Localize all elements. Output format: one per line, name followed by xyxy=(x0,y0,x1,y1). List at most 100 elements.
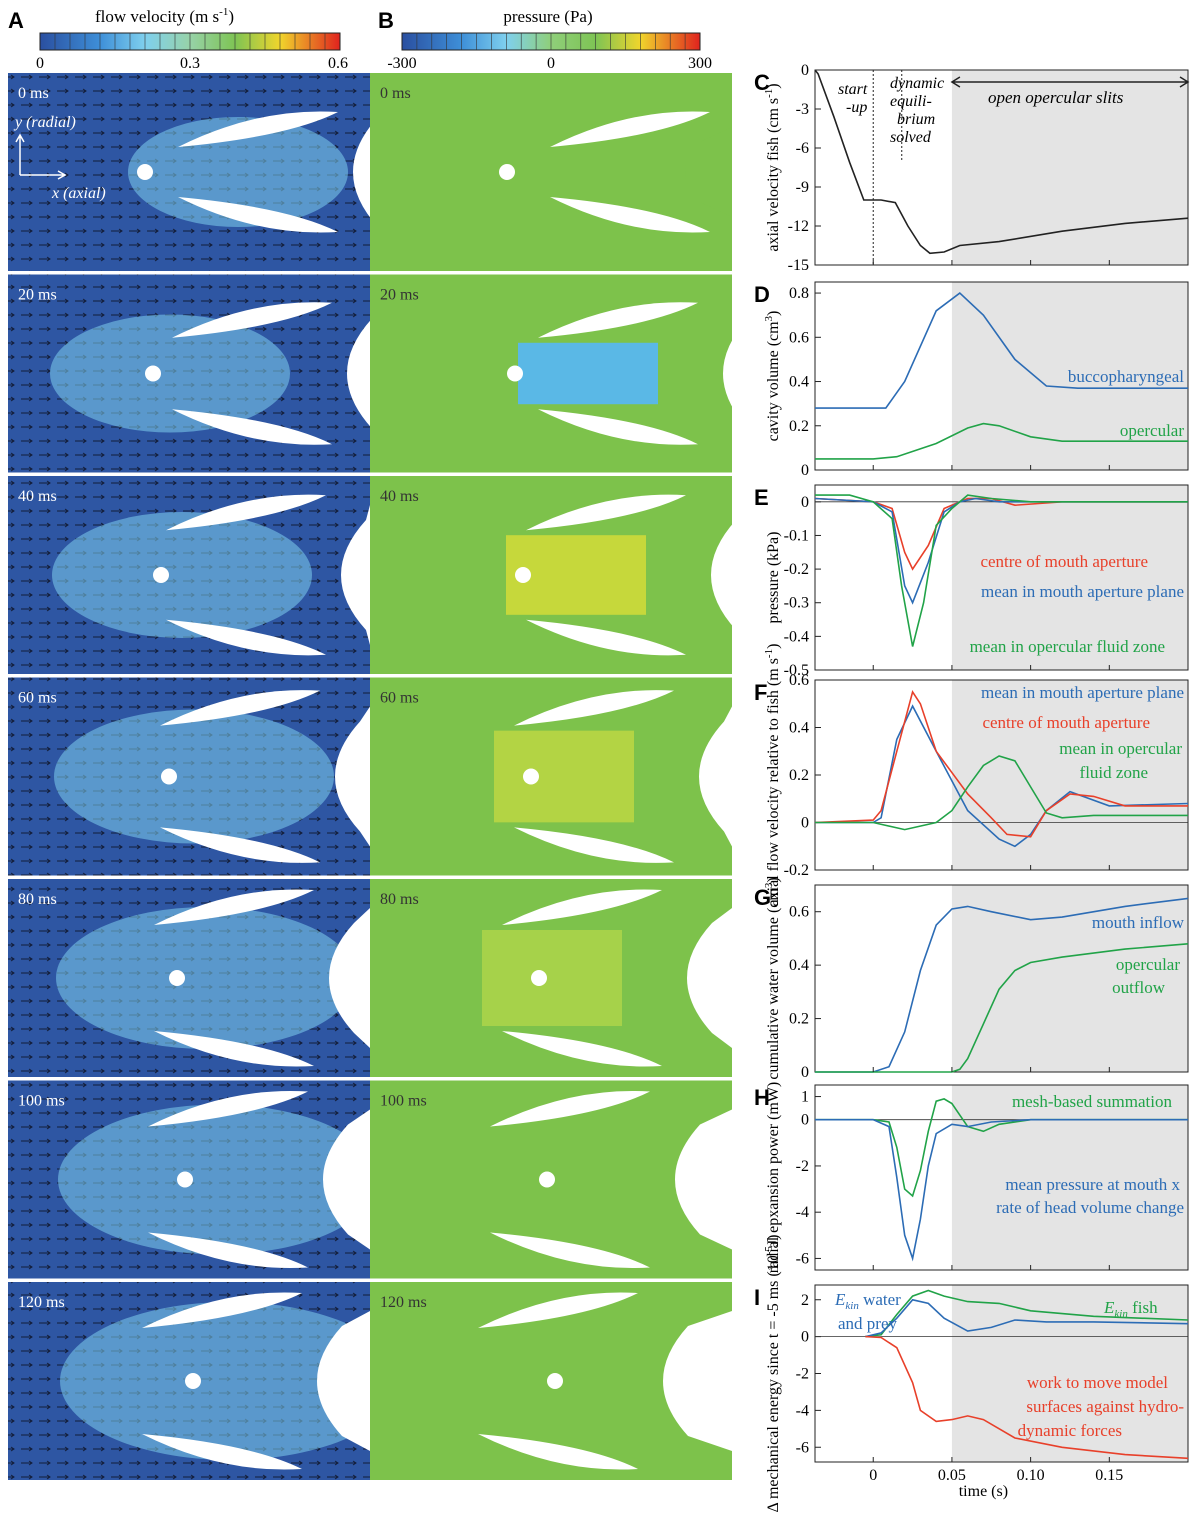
legend-entry: Ekin fish xyxy=(1103,1298,1158,1320)
legend-entry: mouth inflow xyxy=(1092,913,1185,932)
y-tick-label: 0.2 xyxy=(789,418,809,435)
fish-body xyxy=(353,102,378,242)
fish-body xyxy=(675,1109,732,1250)
frame-row: 60 ms 60 ms xyxy=(8,677,732,876)
y-tick-label: -0.2 xyxy=(784,561,809,578)
y-tick-label: 1 xyxy=(801,1089,809,1106)
upper-jaw xyxy=(142,1292,302,1328)
legend-entry: mean in mouth aperture plane xyxy=(981,582,1184,601)
y-tick-label: 0 xyxy=(801,462,809,479)
x-axis-label: x (axial) xyxy=(51,185,106,202)
fish-body xyxy=(723,303,748,444)
panel-label: I xyxy=(754,1285,760,1310)
phase-label: open opercular slits xyxy=(988,88,1124,107)
series-line xyxy=(815,494,1188,647)
phase-shading xyxy=(951,1085,1188,1270)
colorbar-b-segments xyxy=(416,33,686,50)
frame-time-label: 60 ms xyxy=(18,690,57,707)
y-tick-label: -15 xyxy=(788,257,809,274)
chart-G: G 0 0.2 0.4 0.6 cumulative water volume (cm3) xyxy=(754,877,1189,1081)
phase-shading xyxy=(951,282,1188,470)
y-tick-label: -9 xyxy=(796,179,809,196)
prey xyxy=(153,567,169,583)
legend-entry: outflow xyxy=(1112,978,1166,997)
series-line xyxy=(814,497,1188,605)
lower-jaw xyxy=(514,827,674,863)
flow-region xyxy=(50,314,290,433)
y-axis-label: y (radial) xyxy=(13,114,76,131)
plot-frame xyxy=(814,281,1189,471)
colorbar-b-tick-2: 300 xyxy=(688,55,712,72)
y-tick-label: 0.4 xyxy=(789,720,809,737)
chart-I-legend: Ekin water and prey Ekin fish work to move … xyxy=(834,1290,1184,1500)
series-line xyxy=(815,943,1189,1073)
upper-jaw xyxy=(490,1090,650,1127)
y-tick-label: 0.6 xyxy=(789,329,809,346)
y-tick-label: 0.6 xyxy=(789,904,809,921)
y-tick-label: -2 xyxy=(796,1366,809,1383)
series-line xyxy=(815,897,1189,1073)
lower-jaw xyxy=(166,619,326,656)
phase-label: brium xyxy=(897,111,935,128)
y-tick-label: 0.2 xyxy=(789,1011,809,1028)
upper-jaw xyxy=(160,690,320,726)
legend-entry: and prey xyxy=(838,1314,898,1333)
lower-jaw xyxy=(154,1031,314,1067)
panel-label: G xyxy=(754,885,771,910)
chart-G-legend: mouth inflow opercular outflow xyxy=(1092,913,1185,997)
lower-jaw xyxy=(172,409,332,445)
chart-I: I 2 0 -2 -4 -6 Δ mechanical energy since t = -… xyxy=(754,1235,1189,1512)
x-arrow xyxy=(20,170,67,180)
fish-body xyxy=(335,706,370,847)
fish-body xyxy=(317,1311,370,1451)
y-tick-label: 0 xyxy=(801,62,809,79)
lower-jaw xyxy=(142,1434,302,1470)
panel-label: D xyxy=(754,282,770,307)
upper-jaw xyxy=(148,1090,308,1127)
prey xyxy=(547,1373,563,1389)
y-tick-label: -6 xyxy=(796,140,809,157)
y-axis-title: cumulative water volume (cm3) xyxy=(763,877,782,1079)
phase-label: equili- xyxy=(890,93,932,110)
lower-jaw xyxy=(502,1031,662,1067)
chart-H: H 1 0 -2 -4 -6 radial epxansion power (mW) xyxy=(754,1082,1189,1273)
panel-label: F xyxy=(754,680,767,705)
flow-region xyxy=(56,907,356,1049)
legend-entry: mean pressure at mouth x xyxy=(1005,1175,1180,1194)
y-tick-label: -3 xyxy=(796,101,809,118)
y-axis-title: cavity volume (cm3) xyxy=(763,311,782,442)
frame-time-label: 40 ms xyxy=(18,488,57,505)
y-tick-label: -6 xyxy=(796,1250,809,1267)
x-axis-title: time (s) xyxy=(959,1483,1008,1500)
chart-D: D 0 0.2 0.4 0.6 0.8 cavity volume (cm3) xyxy=(754,281,1189,479)
panel-label: E xyxy=(754,485,769,510)
axis-indicator: y (radial) x (axial) xyxy=(13,114,106,202)
y-tick-label: 0 xyxy=(801,1329,809,1346)
y-tick-label: 0.2 xyxy=(789,767,809,784)
legend-entry: rate of head volume change xyxy=(996,1198,1184,1217)
legend-entry: mean in opercular xyxy=(1059,739,1182,758)
prey xyxy=(507,365,523,382)
y-tick-label: -6 xyxy=(796,1439,809,1456)
series-line xyxy=(815,704,1189,848)
frame-row: 40 ms 40 ms xyxy=(8,476,736,674)
y-tick-label: -0.3 xyxy=(784,595,809,612)
prey xyxy=(161,768,177,785)
legend-entry: Ekin water xyxy=(834,1290,901,1312)
legend-entry: surfaces against hydro- xyxy=(1026,1397,1184,1416)
series-line xyxy=(815,292,1188,409)
frame-time-label: 100 ms xyxy=(18,1093,65,1110)
series-line xyxy=(815,1098,1188,1198)
panel-label-b: B xyxy=(378,8,394,33)
colorbar-a-tick-2: 0.6 xyxy=(328,55,348,72)
flow-region xyxy=(52,512,312,638)
colorbar-b-tick-0: -300 xyxy=(387,55,416,72)
colorbar-a-tick-0: 0 xyxy=(36,55,44,72)
prey xyxy=(523,768,539,785)
lower-jaw xyxy=(160,827,320,863)
prey xyxy=(539,1171,555,1188)
series-line xyxy=(865,1335,1189,1460)
panel-label: C xyxy=(754,70,770,95)
frame-time-label: 80 ms xyxy=(18,891,57,908)
